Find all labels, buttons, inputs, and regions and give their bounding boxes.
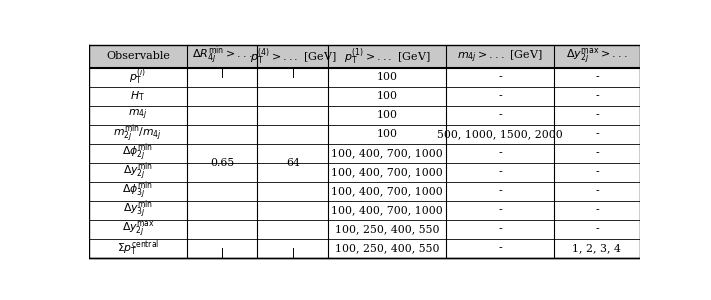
Text: $m_{2j}^{\mathrm{min}}/m_{4j}$: $m_{2j}^{\mathrm{min}}/m_{4j}$ (114, 123, 162, 145)
Text: $H_{\mathrm{T}}$: $H_{\mathrm{T}}$ (131, 89, 145, 103)
Text: 100, 400, 700, 1000: 100, 400, 700, 1000 (331, 205, 443, 215)
Text: 64: 64 (286, 158, 300, 168)
Text: -: - (595, 91, 599, 101)
Text: -: - (498, 110, 502, 120)
Text: 100, 400, 700, 1000: 100, 400, 700, 1000 (331, 148, 443, 158)
Text: 100, 250, 400, 550: 100, 250, 400, 550 (335, 224, 439, 234)
Text: $\Delta\phi_{3j}^{\mathrm{min}}$: $\Delta\phi_{3j}^{\mathrm{min}}$ (122, 180, 154, 202)
Text: 100: 100 (377, 72, 397, 82)
Text: $\Delta y_{2j}^{\mathrm{min}}$: $\Delta y_{2j}^{\mathrm{min}}$ (123, 161, 153, 183)
Text: -: - (595, 110, 599, 120)
Text: $p_{\mathrm{T}}^{(4)} > ...$ [GeV]: $p_{\mathrm{T}}^{(4)} > ...$ [GeV] (250, 46, 336, 67)
Text: -: - (595, 72, 599, 82)
Text: $\Delta y_{3j}^{\mathrm{min}}$: $\Delta y_{3j}^{\mathrm{min}}$ (123, 199, 153, 221)
Text: $\Sigma p_{\mathrm{T}}^{\mathrm{central}}$: $\Sigma p_{\mathrm{T}}^{\mathrm{central}… (117, 238, 159, 258)
Text: -: - (595, 129, 599, 139)
Text: 500, 1000, 1500, 2000: 500, 1000, 1500, 2000 (437, 129, 563, 139)
Text: -: - (498, 91, 502, 101)
Text: 100, 400, 700, 1000: 100, 400, 700, 1000 (331, 186, 443, 196)
Text: -: - (498, 72, 502, 82)
Text: $\Delta y_{2j}^{\mathrm{max}} > ...$: $\Delta y_{2j}^{\mathrm{max}} > ...$ (566, 46, 628, 66)
Text: $m_{4j}$: $m_{4j}$ (128, 108, 148, 122)
Text: -: - (498, 224, 502, 234)
Bar (89, 45, 640, 68)
Text: -: - (595, 205, 599, 215)
Text: -: - (498, 205, 502, 215)
Text: $m_{4j} > ...$ [GeV]: $m_{4j} > ...$ [GeV] (457, 48, 543, 64)
Text: $p_{\mathrm{T}}^{(1)} > ...$ [GeV]: $p_{\mathrm{T}}^{(1)} > ...$ [GeV] (344, 46, 430, 67)
Text: $p_{\mathrm{T}}^{(i)}$: $p_{\mathrm{T}}^{(i)}$ (129, 67, 146, 87)
Text: $\Delta R_{4j}^{\mathrm{min}} > ...$: $\Delta R_{4j}^{\mathrm{min}} > ...$ (192, 45, 252, 68)
Text: 100: 100 (377, 91, 397, 101)
Text: 100, 250, 400, 550: 100, 250, 400, 550 (335, 243, 439, 253)
Text: -: - (498, 186, 502, 196)
Text: 100, 400, 700, 1000: 100, 400, 700, 1000 (331, 167, 443, 177)
Text: 0.65: 0.65 (210, 158, 235, 168)
Text: Observable: Observable (106, 51, 170, 62)
Text: -: - (498, 167, 502, 177)
Text: -: - (595, 148, 599, 158)
Text: $\Delta y_{2j}^{\mathrm{max}}$: $\Delta y_{2j}^{\mathrm{max}}$ (122, 219, 154, 239)
Text: 1, 2, 3, 4: 1, 2, 3, 4 (572, 243, 621, 253)
Text: 100: 100 (377, 129, 397, 139)
Text: -: - (595, 186, 599, 196)
Text: -: - (498, 243, 502, 253)
Text: -: - (498, 148, 502, 158)
Text: 100: 100 (377, 110, 397, 120)
Text: $\Delta\phi_{2j}^{\mathrm{min}}$: $\Delta\phi_{2j}^{\mathrm{min}}$ (122, 142, 154, 164)
Text: -: - (595, 224, 599, 234)
Text: -: - (595, 167, 599, 177)
